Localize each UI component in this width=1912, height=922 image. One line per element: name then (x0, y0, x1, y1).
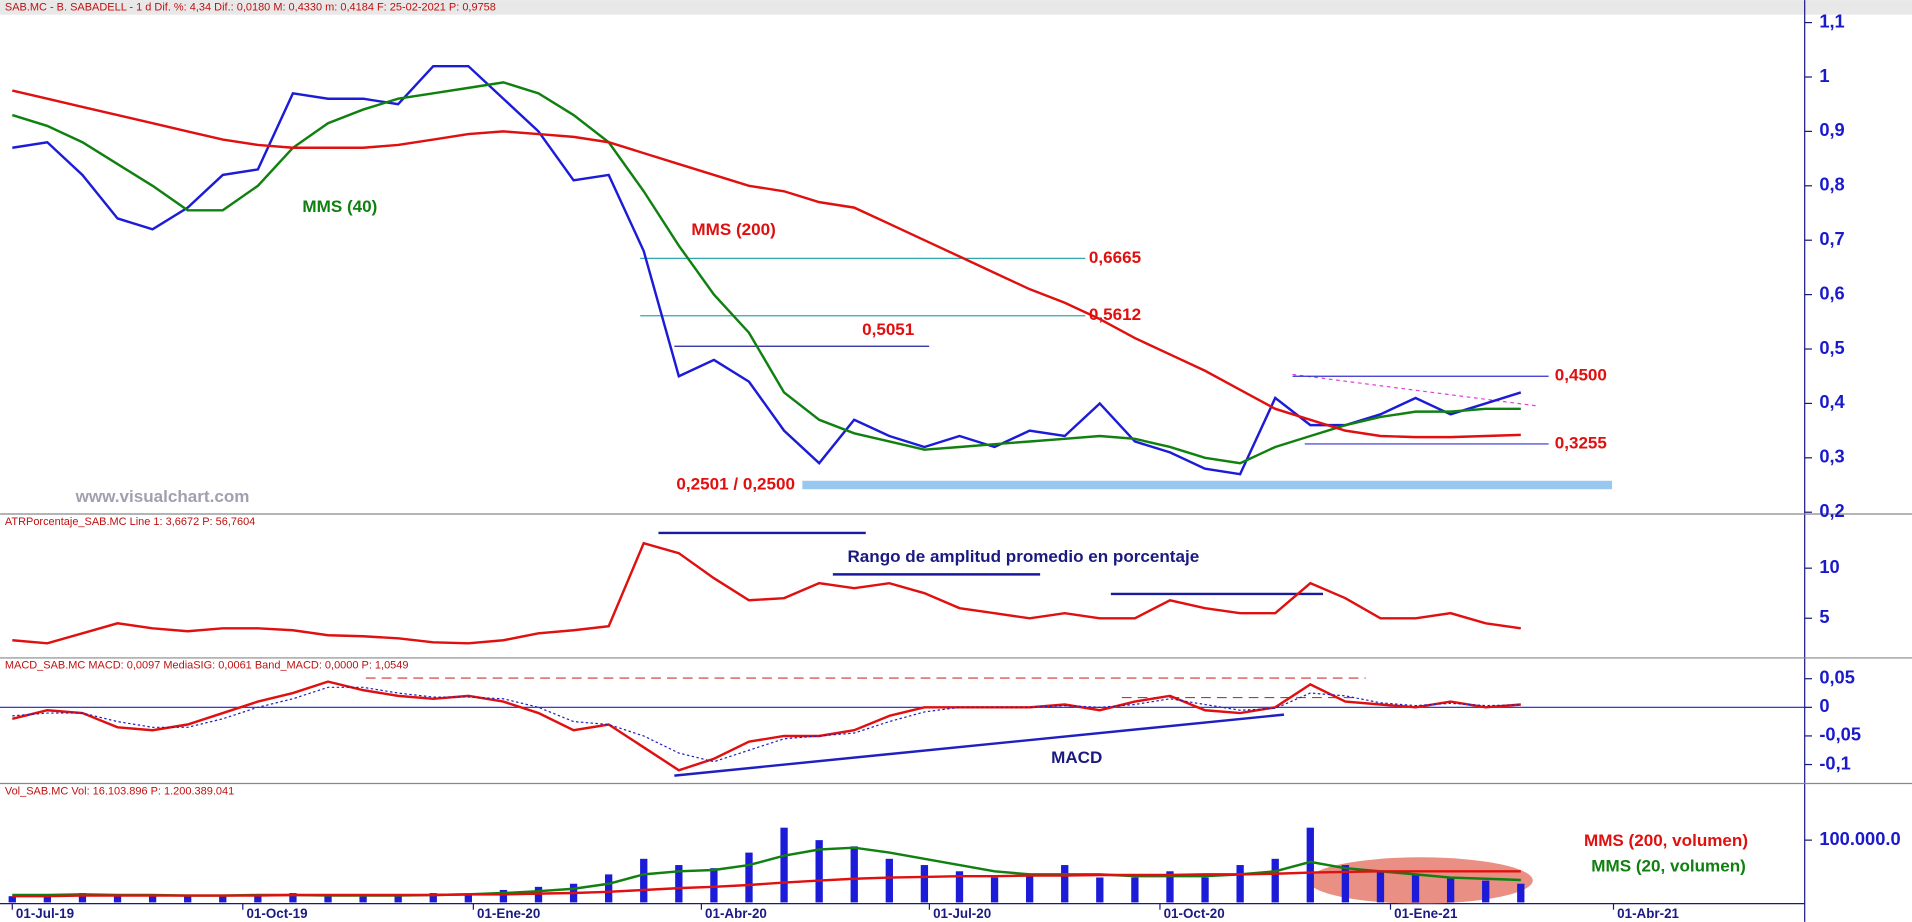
volume-bar (148, 894, 157, 903)
volume-bar (745, 852, 753, 903)
series-line (11, 81, 1521, 465)
y-tick-label: 10 (1819, 556, 1839, 577)
volume-bar (885, 858, 893, 903)
panel-header: MACD_SAB.MC MACD: 0,0097 MediaSIG: 0,006… (5, 660, 409, 672)
x-tick-label: 01-Abr-20 (705, 906, 767, 921)
series-line (12, 680, 1521, 772)
y-tick-label: -0,1 (1819, 752, 1851, 773)
volume-bar (464, 894, 472, 903)
level-label: 0,5051 (862, 320, 915, 339)
volume-bar (605, 874, 613, 903)
x-tick-label: 01-Oct-19 (246, 906, 307, 921)
header-bar (0, 0, 1912, 15)
volume-bar (1411, 874, 1420, 903)
volume-bar (850, 846, 858, 903)
volume-bar (113, 896, 122, 903)
y-tick-label: 1,1 (1819, 10, 1844, 31)
volume-bar (1096, 877, 1104, 903)
series-label: MMS (200) (691, 220, 775, 239)
volume-bar (1271, 858, 1279, 903)
y-tick-label: 0,2 (1819, 500, 1844, 521)
volume-bar (710, 868, 718, 903)
volume-bar (1061, 865, 1069, 903)
y-tick-label: 0,7 (1819, 228, 1844, 249)
series-label: MMS (40) (302, 197, 377, 216)
series-line (12, 64, 1522, 476)
trend-line (1292, 373, 1539, 407)
level-label: 0,5612 (1089, 305, 1141, 324)
y-tick-label: 0,8 (1819, 174, 1844, 195)
y-tick-label: 5 (1819, 606, 1829, 627)
x-tick-label: 01-Ene-20 (477, 906, 540, 921)
panel-header: SAB.MC - B. SABADELL - 1 d Dif. %: 4,34 … (5, 1, 496, 13)
volume-bar (1376, 871, 1385, 903)
y-tick-label: 0,9 (1819, 119, 1844, 140)
x-tick-label: 01-Jul-20 (933, 906, 991, 921)
level-label: 0,3255 (1555, 433, 1608, 452)
volume-bar (920, 865, 929, 903)
trend-line (674, 713, 1285, 777)
volume-bar (394, 896, 402, 903)
volume-bar (1236, 865, 1244, 903)
volume-bar (1306, 827, 1314, 903)
y-tick-label: 0,6 (1819, 282, 1844, 303)
series-line (12, 870, 1521, 898)
volume-bar (499, 889, 508, 903)
y-tick-label: 1 (1819, 65, 1829, 86)
annotation: www.visualchart.com (75, 487, 250, 506)
panel-header: ATRPorcentaje_SAB.MC Line 1: 3,6672 P: 5… (5, 516, 255, 528)
volume-bar (990, 877, 999, 903)
volume-bar (1131, 877, 1139, 903)
series-line (12, 686, 1521, 763)
volume-bar (324, 896, 332, 903)
volume-bar (359, 894, 367, 903)
volume-bar (43, 894, 52, 903)
volume-bar (955, 871, 964, 903)
volume-bar (1201, 877, 1209, 903)
volume-bar (1482, 880, 1490, 903)
volume-bar (1025, 874, 1034, 903)
series-label: MMS (200, volumen) (1584, 831, 1748, 850)
volume-bar (780, 827, 788, 903)
volume-bar (1517, 883, 1525, 903)
volume-bar (1446, 877, 1455, 903)
volume-bar (1166, 871, 1174, 903)
volume-bar (429, 893, 437, 903)
volume-bar (675, 865, 683, 903)
x-tick-label: 01-Oct-20 (1164, 906, 1225, 921)
y-tick-label: -0,05 (1819, 724, 1861, 745)
y-tick-label: 0,5 (1819, 337, 1844, 358)
volume-bar (219, 896, 227, 903)
panel-header: Vol_SAB.MC Vol: 16.103.896 P: 1.200.389.… (5, 785, 234, 797)
y-tick-label: 100.000.0 (1819, 828, 1900, 849)
y-tick-label: 0,4 (1819, 391, 1845, 412)
level-label: 0,6665 (1089, 248, 1142, 267)
volume-bar (254, 894, 262, 903)
volume-bar (289, 893, 297, 903)
volume-bar (8, 896, 16, 903)
level-label: 0,2501 / 0,2500 (676, 474, 795, 493)
volume-bar (184, 896, 192, 903)
y-tick-label: 0,3 (1819, 446, 1844, 467)
volume-bar (1341, 865, 1350, 903)
series-line (12, 89, 1521, 439)
series-line (12, 846, 1521, 897)
x-tick-label: 01-Ene-21 (1394, 906, 1458, 921)
series-line (12, 541, 1521, 645)
level-label: 0,4500 (1555, 366, 1607, 385)
x-tick-label: 01-Jul-19 (16, 906, 74, 921)
series-label: MMS (20, volumen) (1591, 857, 1746, 876)
y-tick-label: 0 (1819, 695, 1829, 716)
volume-bar (815, 840, 823, 903)
volume-bar (78, 893, 87, 903)
annotation: Rango de amplitud promedio en porcentaje (847, 547, 1199, 566)
volume-bar (640, 858, 648, 903)
x-tick-label: 01-Abr-21 (1617, 906, 1679, 921)
annotation: MACD (1051, 748, 1102, 767)
y-tick-label: 0,05 (1819, 667, 1855, 688)
